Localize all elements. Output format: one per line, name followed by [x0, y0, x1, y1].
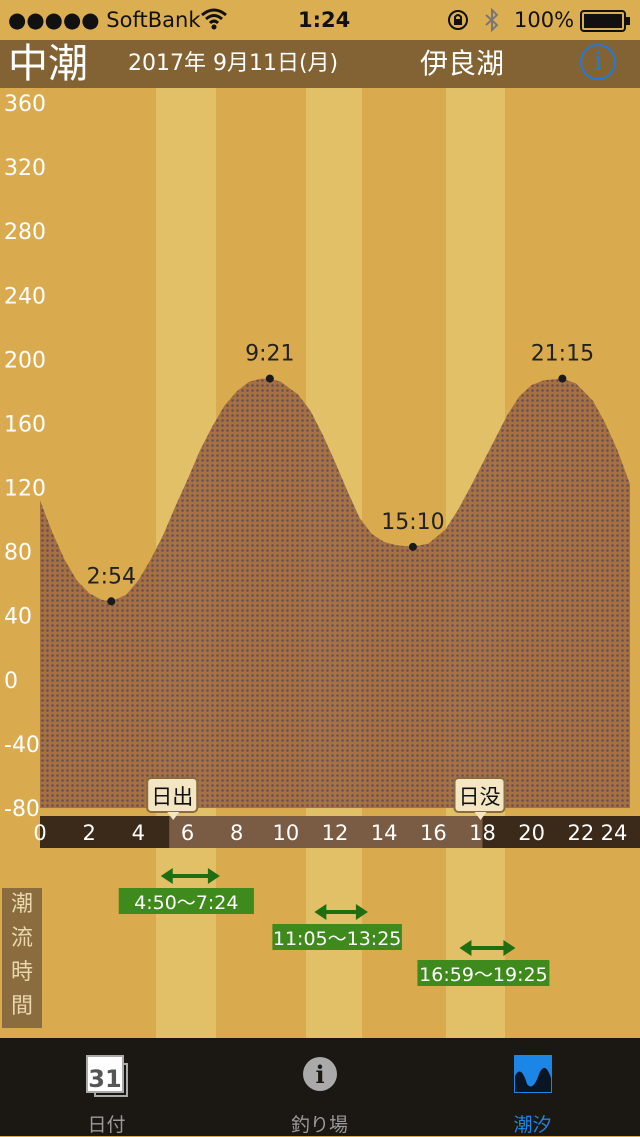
x-tick-label: 0 [33, 821, 46, 845]
fishing-window: 4:50〜7:24 [118, 868, 254, 914]
y-tick-label: 360 [4, 92, 46, 117]
window-label: 11:05〜13:25 [273, 928, 402, 950]
window-box [118, 888, 254, 914]
tab-fishing-spot-label: 釣り場 [290, 1114, 348, 1136]
x-tick-label: 18 [469, 821, 496, 845]
fishing-window: 11:05〜13:25 [272, 904, 402, 950]
window-box [417, 960, 550, 986]
extremum-point [107, 597, 116, 606]
svg-text:31: 31 [88, 1065, 121, 1093]
x-tick-label: 22 [567, 821, 594, 845]
y-tick-label: 280 [4, 220, 46, 245]
window-box [272, 924, 402, 950]
tab-date-label: 日付 [87, 1114, 126, 1136]
y-tick-label: 120 [4, 477, 46, 502]
x-tick-label: 12 [322, 821, 349, 845]
tide-area [40, 378, 630, 808]
y-tick-label: 80 [4, 541, 32, 566]
place-label[interactable]: 伊良湖 [420, 47, 505, 80]
tide-type-title: 中潮 [8, 41, 88, 87]
x-tick-label: 14 [371, 821, 398, 845]
info-circle-icon: i [300, 1054, 340, 1098]
date-label[interactable]: 2017年 9月11日(月) [128, 51, 339, 76]
tab-tide-label: 潮汐 [513, 1114, 552, 1136]
carrier-text: ●●●●● SoftBank [8, 8, 201, 32]
daylight-band [169, 816, 483, 848]
tidal-current-text: 潮流時間 [10, 892, 33, 1019]
x-tick-label: 20 [518, 821, 545, 845]
y-tick-label: 240 [4, 284, 46, 309]
extremum-label: 2:54 [87, 564, 136, 589]
tab-bar: 31 日付 i 釣り場 潮汐 [0, 1038, 640, 1136]
y-tick-label: -40 [4, 733, 40, 758]
y-tick-label: -80 [4, 797, 40, 822]
sunrise-badge: 日出 [146, 777, 199, 820]
x-tick-label: 6 [181, 821, 194, 845]
wifi-icon [200, 6, 228, 35]
rotation-lock-icon [446, 8, 470, 37]
y-tick-label: 200 [4, 348, 46, 373]
sunset-label: 日没 [459, 785, 501, 809]
x-tick-label: 24 [601, 821, 628, 845]
clock-text: 1:24 [298, 8, 351, 32]
battery-percent: 100% [514, 8, 575, 32]
status-bar: ●●●●● SoftBank 1:24 100% [0, 0, 640, 40]
sunset-badge: 日没 [453, 777, 506, 820]
extremum-point [558, 374, 567, 383]
y-tick-label: 40 [4, 605, 32, 630]
x-tick-label: 16 [420, 821, 447, 845]
tidal-current-label: 潮流時間 [2, 888, 42, 1028]
info-button[interactable]: i [580, 44, 616, 80]
extremum-label: 15:10 [381, 510, 444, 535]
x-tick-label: 4 [132, 821, 145, 845]
sunrise-label: 日出 [151, 785, 193, 809]
info-icon: i [593, 47, 603, 77]
extremum-label: 21:15 [531, 342, 594, 367]
tide-wave-icon [513, 1054, 553, 1098]
bluetooth-icon [484, 7, 500, 37]
window-label: 4:50〜7:24 [134, 892, 238, 914]
fishing-window: 16:59〜19:25 [417, 940, 550, 986]
y-tick-label: 160 [4, 412, 46, 437]
x-tick-label: 10 [272, 821, 299, 845]
extremum-label: 9:21 [245, 342, 294, 367]
svg-text:i: i [315, 1060, 324, 1089]
x-tick-label: 2 [82, 821, 95, 845]
tab-fishing-spot[interactable]: i 釣り場 [213, 1038, 426, 1136]
calendar-icon: 31 [85, 1054, 129, 1102]
extremum-point [408, 542, 417, 551]
battery-icon [580, 10, 632, 37]
tab-tide[interactable]: 潮汐 [426, 1038, 639, 1136]
header-bar: 中潮 2017年 9月11日(月) 伊良湖 i [0, 40, 640, 88]
extremum-point [265, 374, 274, 383]
window-label: 16:59〜19:25 [419, 964, 548, 986]
tab-date[interactable]: 31 日付 [0, 1038, 213, 1136]
x-tick-label: 8 [230, 821, 243, 845]
y-tick-label: 0 [4, 669, 18, 694]
y-tick-label: 320 [4, 156, 46, 181]
tide-chart: 360 320 280 240 200 160 120 80 40 0 -40 -80 0 2 4 6 8 10 1… [0, 88, 640, 1038]
